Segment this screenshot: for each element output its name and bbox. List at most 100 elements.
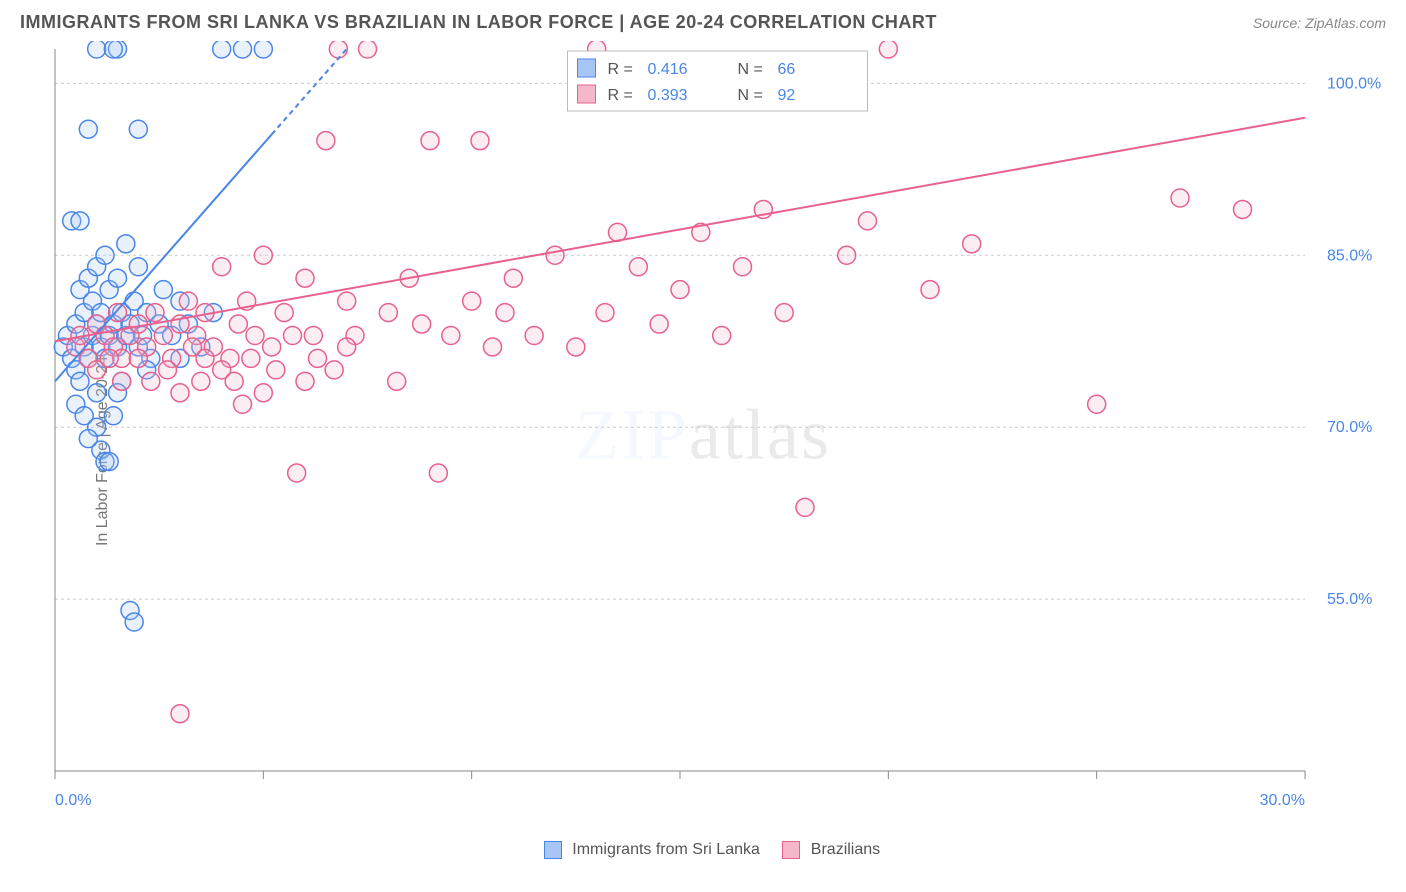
data-point	[263, 338, 281, 356]
data-point	[338, 292, 356, 310]
svg-text:N =: N =	[738, 87, 763, 104]
data-point	[504, 269, 522, 287]
data-point	[246, 327, 264, 345]
data-point	[338, 338, 356, 356]
data-point	[775, 304, 793, 322]
data-point	[671, 281, 689, 299]
data-point	[171, 705, 189, 723]
data-point	[109, 304, 127, 322]
data-point	[242, 349, 260, 367]
data-point	[496, 304, 514, 322]
bottom-legend: Immigrants from Sri Lanka Brazilians	[0, 841, 1406, 859]
data-point	[129, 349, 147, 367]
data-point	[1088, 395, 1106, 413]
data-point	[288, 464, 306, 482]
data-point	[963, 235, 981, 253]
data-point	[109, 269, 127, 287]
svg-text:100.0%: 100.0%	[1327, 75, 1381, 92]
data-point	[129, 315, 147, 333]
data-point	[254, 41, 272, 58]
data-point	[154, 281, 172, 299]
data-point	[71, 212, 89, 230]
data-point	[75, 407, 93, 425]
svg-text:66: 66	[778, 61, 796, 78]
data-point	[413, 315, 431, 333]
data-point	[329, 41, 347, 58]
data-point	[296, 269, 314, 287]
data-point	[88, 384, 106, 402]
data-point	[225, 372, 243, 390]
data-point	[275, 304, 293, 322]
svg-text:R =: R =	[608, 87, 633, 104]
data-point	[284, 327, 302, 345]
data-point	[1171, 189, 1189, 207]
data-point	[379, 304, 397, 322]
svg-text:55.0%: 55.0%	[1327, 591, 1372, 608]
data-point	[567, 338, 585, 356]
data-point	[100, 349, 118, 367]
data-point	[171, 384, 189, 402]
svg-text:R =: R =	[608, 61, 633, 78]
svg-text:0.393: 0.393	[648, 87, 688, 104]
data-point	[429, 464, 447, 482]
data-point	[142, 372, 160, 390]
svg-text:70.0%: 70.0%	[1327, 419, 1372, 436]
data-point	[71, 372, 89, 390]
data-point	[629, 258, 647, 276]
data-point	[88, 41, 106, 58]
svg-text:85.0%: 85.0%	[1327, 247, 1372, 264]
svg-text:30.0%: 30.0%	[1260, 792, 1305, 809]
chart-title: IMMIGRANTS FROM SRI LANKA VS BRAZILIAN I…	[20, 12, 937, 33]
data-point	[234, 41, 252, 58]
data-point	[234, 395, 252, 413]
data-point	[267, 361, 285, 379]
plot-area: In Labor Force | Age 20-24 ZIPatlas 55.0…	[0, 41, 1406, 861]
data-point	[796, 498, 814, 516]
data-point	[838, 246, 856, 264]
svg-text:0.0%: 0.0%	[55, 792, 91, 809]
legend-label-srilanka: Immigrants from Sri Lanka	[572, 841, 760, 858]
data-point	[146, 304, 164, 322]
data-point	[859, 212, 877, 230]
data-point	[596, 304, 614, 322]
data-point	[125, 613, 143, 631]
data-point	[117, 235, 135, 253]
legend-swatch-brazilians	[782, 841, 800, 859]
data-point	[159, 361, 177, 379]
data-point	[154, 327, 172, 345]
data-point	[463, 292, 481, 310]
data-point	[100, 453, 118, 471]
scatter-plot: 55.0% 70.0% 85.0% 100.0% 0.0% 30.0% R = 0.416 N …	[45, 41, 1385, 831]
data-point	[254, 384, 272, 402]
data-point	[129, 120, 147, 138]
data-point	[546, 246, 564, 264]
source-label: Source: ZipAtlas.com	[1253, 15, 1386, 31]
data-point	[471, 132, 489, 150]
data-point	[650, 315, 668, 333]
data-point	[229, 315, 247, 333]
data-point	[96, 246, 114, 264]
data-point	[442, 327, 460, 345]
data-point	[484, 338, 502, 356]
legend-swatch-srilanka	[544, 841, 562, 859]
data-point	[304, 327, 322, 345]
data-point	[309, 349, 327, 367]
data-point	[734, 258, 752, 276]
data-point	[525, 327, 543, 345]
data-point	[325, 361, 343, 379]
title-bar: IMMIGRANTS FROM SRI LANKA VS BRAZILIAN I…	[0, 0, 1406, 41]
data-point	[296, 372, 314, 390]
data-point	[79, 430, 97, 448]
data-point	[359, 41, 377, 58]
data-point	[713, 327, 731, 345]
data-point	[254, 246, 272, 264]
data-point	[879, 41, 897, 58]
data-point	[192, 372, 210, 390]
data-point	[104, 407, 122, 425]
data-point	[388, 372, 406, 390]
svg-text:0.416: 0.416	[648, 61, 688, 78]
svg-text:N =: N =	[738, 61, 763, 78]
data-point	[196, 349, 214, 367]
data-point	[129, 258, 147, 276]
data-point	[213, 41, 231, 58]
